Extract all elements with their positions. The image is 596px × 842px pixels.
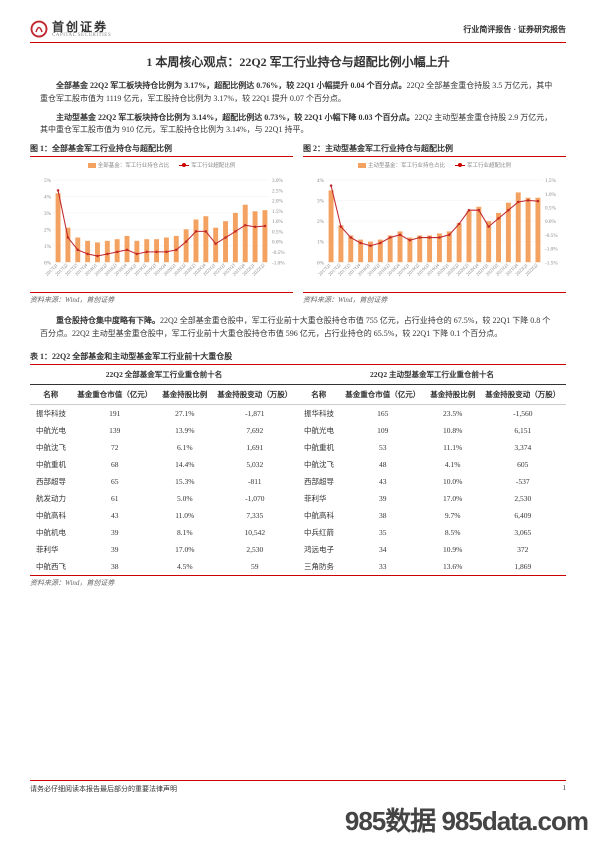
header: 首创证券 CAPITAL SECURITIES 行业简评报告 · 证券研究报告 [30, 20, 566, 43]
table-group-left: 22Q2 全部基金军工行业重仓前十名 [30, 365, 298, 385]
logo-icon [30, 20, 48, 38]
section-title: 1 本周核心观点：22Q2 军工行业持仓与超配比例小幅上升 [30, 53, 566, 70]
table-col-7: 基金持股变动（万股） [480, 384, 566, 404]
table-row: 中航重机6814.4%5,032中航沈飞484.1%605 [30, 456, 566, 473]
logo: 首创证券 CAPITAL SECURITIES [30, 20, 111, 38]
svg-text:3%: 3% [44, 211, 52, 217]
svg-text:5%: 5% [44, 178, 52, 184]
svg-text:1.5%: 1.5% [272, 209, 284, 215]
svg-text:0.5%: 0.5% [272, 230, 284, 236]
table-col-0: 名称 [30, 384, 72, 404]
fig1-title: 图 1：全部基金军工行业持仓与超配比例 [30, 143, 293, 154]
table-row: 中航高科4311.0%7,335中航高科389.7%6,409 [30, 507, 566, 524]
table-title: 表 1：22Q2 全部基金和主动型基金军工行业前十大重仓股 [30, 351, 566, 362]
header-right: 行业简评报告 · 证券研究报告 [463, 24, 566, 35]
svg-text:0%: 0% [317, 260, 325, 266]
paragraph-1: 全部基金 22Q2 军工板块持仓比例为 3.17%，超配比例达 0.76%，较 … [30, 80, 566, 106]
svg-text:-0.5%: -0.5% [272, 250, 285, 256]
chart-2: 主动型基金：军工行业持仓占比 军工行业超配比例 0%1%2%3%4%-1.5%-… [303, 156, 566, 293]
logo-sub-text: CAPITAL SECURITIES [52, 33, 111, 38]
footer-left: 请务必仔细阅读本报告最后部分的重要法律声明 [30, 784, 177, 794]
table-1: 22Q2 全部基金军工行业重仓前十名 22Q2 主动型基金军工行业重仓前十名 名… [30, 364, 566, 576]
svg-text:1.5%: 1.5% [545, 178, 557, 184]
svg-text:4%: 4% [317, 178, 325, 184]
svg-text:0.5%: 0.5% [545, 206, 557, 212]
svg-text:-1.0%: -1.0% [545, 247, 558, 253]
svg-text:0.0%: 0.0% [272, 240, 284, 246]
fig2-source: 资料来源：Wind，首创证券 [303, 295, 566, 305]
svg-text:1.0%: 1.0% [272, 219, 284, 225]
fig2-title: 图 2：主动型基金军工行业持仓与超配比例 [303, 143, 566, 154]
svg-text:0%: 0% [44, 260, 52, 266]
chart-1: 全部基金：军工行业持仓占比 军工行业超配比例 0%1%2%3%4%5%-1.0%… [30, 156, 293, 293]
table-col-6: 基金持股比例 [426, 384, 480, 404]
paragraph-3: 重仓股持仓集中度略有下降。22Q2 全部基金重仓股中，军工行业前十大重仓股持仓市… [30, 315, 566, 341]
fig1-source: 资料来源：Wind，首创证券 [30, 295, 293, 305]
table-row: 中航西飞384.5%59三角防务3313.6%1,869 [30, 558, 566, 575]
table-group-right: 22Q2 主动型基金军工行业重仓前十名 [298, 365, 566, 385]
table-col-2: 基金持股比例 [158, 384, 212, 404]
chart2-svg: 0% 1% 2% 3% 4% -1.5% -1.0% -0.5% 0.0% 0.5% 1.0% 1.5… [303, 171, 566, 286]
table-row: 中航沈飞726.1%1,691中航重机5311.1%3,374 [30, 439, 566, 456]
svg-text:1.0%: 1.0% [545, 192, 557, 198]
table-row: 菲利华3917.0%2,530鸿远电子3410.9%372 [30, 541, 566, 558]
table-col-4: 名称 [298, 384, 340, 404]
svg-text:2.5%: 2.5% [272, 189, 284, 195]
chart1-svg: 0% 1% 2% 3% 4% 5% -1.0% -0.5% 0.0% 0.5% 1.0% 1.5% 2.… [30, 171, 293, 286]
svg-text:1%: 1% [317, 240, 325, 246]
table-row: 振华科技19127.1%-1,871振华科技16523.5%-1,560 [30, 404, 566, 422]
table-col-1: 基金重仓市值（亿元） [72, 384, 158, 404]
svg-text:-0.5%: -0.5% [545, 233, 558, 239]
svg-text:2%: 2% [317, 219, 325, 225]
table-col-3: 基金持股变动（万股） [212, 384, 298, 404]
svg-text:1%: 1% [44, 244, 52, 250]
svg-text:3.0%: 3.0% [272, 178, 284, 184]
paragraph-2: 主动型基金 22Q2 军工板块持仓比例为 3.14%，超配比例达 0.73%，较… [30, 112, 566, 138]
footer: 请务必仔细阅读本报告最后部分的重要法律声明 1 [30, 780, 566, 794]
footer-page: 1 [563, 784, 567, 794]
table-row: 中航光电13913.9%7,692中航光电10910.8%6,151 [30, 422, 566, 439]
logo-main-text: 首创证券 [52, 21, 111, 33]
svg-text:4%: 4% [44, 195, 52, 201]
table-row: 西部超导6515.3%-811西部超导4310.0%-537 [30, 473, 566, 490]
table-row: 航发动力615.0%-1,070菲利华3917.0%2,530 [30, 490, 566, 507]
table-col-5: 基金重仓市值（亿元） [340, 384, 426, 404]
svg-text:-1.5%: -1.5% [545, 260, 558, 266]
svg-text:3%: 3% [317, 199, 325, 205]
table-row: 中航机电398.1%10,542中兵红箭358.5%3,065 [30, 524, 566, 541]
table-source: 资料来源：Wind，首创证券 [30, 578, 566, 588]
svg-text:2%: 2% [44, 228, 52, 234]
watermark: 985数据 985data.com [345, 801, 588, 838]
svg-text:0.0%: 0.0% [545, 219, 557, 225]
svg-text:2.0%: 2.0% [272, 199, 284, 205]
svg-text:-1.0%: -1.0% [272, 260, 285, 266]
